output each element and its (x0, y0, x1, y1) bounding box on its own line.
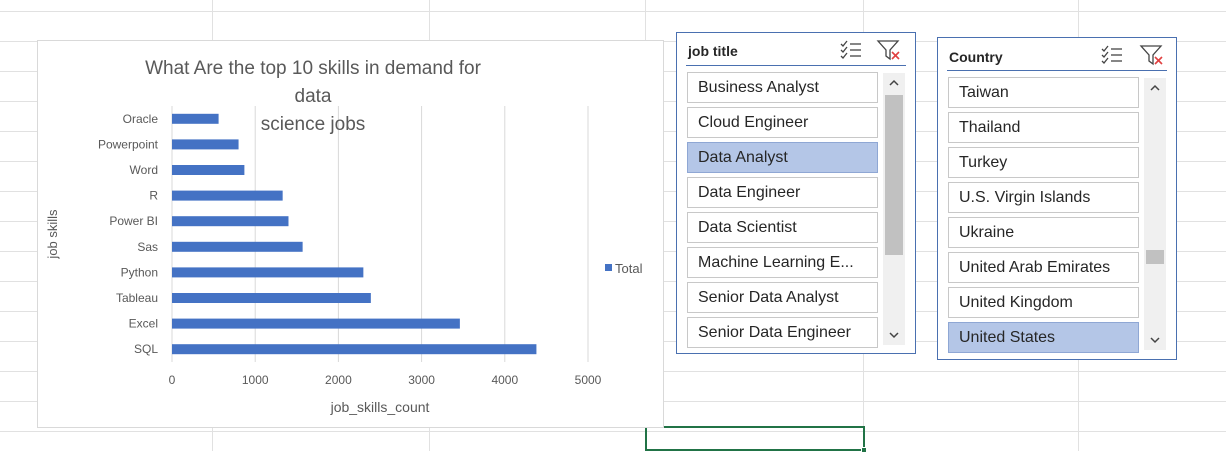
slicer-item[interactable]: Data Scientist (687, 212, 878, 243)
y-tick-label: Powerpoint (98, 137, 159, 151)
y-tick-label: Word (130, 163, 158, 177)
bar-sas (172, 241, 303, 252)
chart-title-line-2: science jobs (260, 114, 366, 135)
x-tick-label: 1000 (242, 373, 269, 387)
y-tick-label: Sas (137, 240, 158, 254)
x-tick-label: 3000 (408, 373, 435, 387)
slicer-item[interactable]: Thailand (948, 112, 1139, 143)
clear-filter-icon[interactable] (876, 38, 902, 62)
job-title-slicer[interactable]: job title Business Analyst Cloud Engineer… (676, 32, 916, 354)
scroll-up-icon[interactable] (883, 75, 905, 91)
slicer-item[interactable]: United States (948, 322, 1139, 353)
slicer-item[interactable]: Senior Data Engineer (687, 317, 878, 348)
bar-python (172, 267, 364, 278)
x-tick-label: 5000 (575, 373, 602, 387)
slicer-item[interactable]: Senior Data Analyst (687, 282, 878, 313)
bar-powerpoint (172, 139, 239, 150)
slicer-title: job title (688, 43, 738, 59)
slicer-item[interactable]: Cloud Engineer (687, 107, 878, 138)
bar-tableau (172, 293, 371, 303)
scroll-up-icon[interactable] (1144, 80, 1166, 96)
bar-r (172, 190, 283, 201)
x-axis-title: job_skills_count (330, 399, 430, 415)
y-tick-label: Excel (129, 317, 158, 331)
chart-title: What Are the top 10 skills in demand for… (143, 55, 483, 139)
bar-excel (172, 318, 460, 329)
selected-cell[interactable] (645, 426, 867, 453)
skills-bar-chart[interactable]: 0 1000 2000 3000 4000 5000 SQL Excel Tableau Pyth… (37, 40, 664, 428)
slicer-item[interactable]: Taiwan (948, 77, 1139, 108)
slicer-item[interactable]: Data Engineer (687, 177, 878, 208)
slicer-item[interactable]: United Kingdom (948, 287, 1139, 318)
slicer-header: Country (947, 38, 1167, 71)
slicer-item[interactable]: Data Analyst (687, 142, 878, 173)
multi-select-icon[interactable] (1099, 43, 1125, 67)
country-slicer[interactable]: Country Taiwan Thailand Turkey U.S. Virgin … (937, 37, 1177, 360)
clear-filter-icon[interactable] (1139, 43, 1165, 67)
y-tick-label: Tableau (116, 291, 158, 305)
slicer-item[interactable]: Business Analyst (687, 72, 878, 103)
slicer-item[interactable]: U.S. Virgin Islands (948, 182, 1139, 213)
y-tick-label: Power BI (109, 214, 158, 228)
chart-plot: 0 1000 2000 3000 4000 5000 SQL Excel Tableau Pyth… (45, 106, 643, 415)
scroll-down-icon[interactable] (883, 327, 905, 343)
slicer-item[interactable]: United Arab Emirates (948, 252, 1139, 283)
y-tick-label: Oracle (123, 112, 159, 126)
slicer-item[interactable]: Ukraine (948, 217, 1139, 248)
slicer-item[interactable]: Turkey (948, 147, 1139, 178)
scroll-thumb[interactable] (1146, 250, 1164, 264)
slicer-header: job title (686, 33, 906, 66)
legend-key (605, 264, 612, 271)
multi-select-icon[interactable] (838, 38, 864, 62)
y-tick-label: R (149, 189, 158, 203)
bar-power-bi (172, 216, 289, 227)
x-tick-label: 2000 (325, 373, 352, 387)
slicer-scrollbar[interactable] (1144, 78, 1166, 350)
bar-oracle (172, 113, 219, 124)
slicer-scrollbar[interactable] (883, 73, 905, 345)
x-tick-label: 0 (169, 373, 176, 387)
slicer-title: Country (949, 49, 1003, 65)
bar-sql (172, 344, 537, 355)
fill-handle[interactable] (861, 447, 867, 453)
legend-label: Total (615, 261, 643, 276)
y-axis-title: job skills (45, 209, 60, 260)
chart-title-line-1: What Are the top 10 skills in demand for… (145, 58, 481, 107)
y-tick-label: Python (121, 265, 158, 279)
bar-word (172, 165, 245, 175)
slicer-item[interactable]: Machine Learning E... (687, 247, 878, 278)
scroll-thumb[interactable] (885, 95, 903, 255)
y-tick-label: SQL (134, 342, 158, 356)
x-tick-label: 4000 (491, 373, 518, 387)
scroll-down-icon[interactable] (1144, 332, 1166, 348)
